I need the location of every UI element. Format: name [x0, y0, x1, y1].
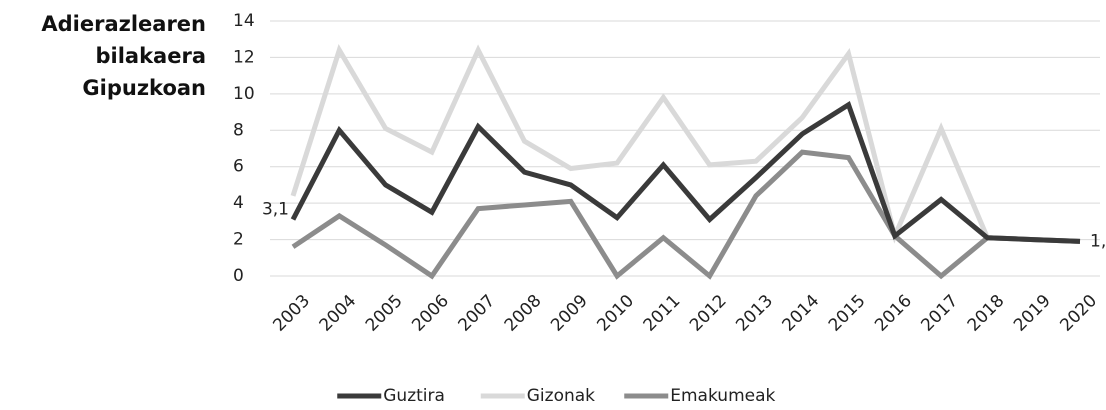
x-tick-label: 2020	[1056, 291, 1101, 336]
series-line	[290, 101, 1081, 244]
y-tick-label: 2	[233, 230, 244, 250]
legend-label: Guztira	[383, 386, 445, 406]
x-tick-label: 2005	[362, 291, 407, 336]
x-tick-label: 2011	[640, 291, 685, 336]
x-tick-label: 2017	[917, 291, 962, 336]
x-tick-label: 2015	[825, 291, 870, 336]
series-line	[290, 44, 1081, 244]
x-tick-label: 2007	[455, 291, 500, 336]
x-tick-label: 2004	[316, 291, 361, 336]
x-tick-label: 2003	[269, 291, 314, 336]
legend-label: Emakumeak	[670, 386, 775, 406]
series-line	[291, 149, 1081, 280]
data-label: 3,1	[262, 200, 289, 220]
x-tick-label: 2014	[779, 291, 824, 336]
y-tick-label: 6	[233, 157, 244, 177]
x-tick-label: 2010	[593, 291, 638, 336]
legend-label: Gizonak	[527, 386, 595, 406]
x-tick-label: 2018	[964, 291, 1009, 336]
x-tick-label: 2016	[871, 291, 916, 336]
x-tick-label: 2009	[547, 291, 592, 336]
x-tick-label: 2008	[501, 291, 546, 336]
y-tick-label: 10	[233, 84, 255, 104]
y-tick-label: 0	[233, 266, 244, 286]
chart-title: Adierazlearen bilakaera Gipuzkoan	[41, 12, 206, 100]
data-label: 1,9	[1090, 231, 1106, 251]
y-tick-label: 14	[233, 11, 255, 31]
y-tick-label: 4	[233, 193, 244, 213]
y-tick-label: 12	[233, 47, 255, 67]
x-tick-label: 2019	[1010, 291, 1055, 336]
x-tick-label: 2006	[408, 291, 453, 336]
x-tick-label: 2013	[732, 291, 777, 336]
x-tick-label: 2012	[686, 291, 731, 336]
y-tick-label: 8	[233, 120, 244, 140]
